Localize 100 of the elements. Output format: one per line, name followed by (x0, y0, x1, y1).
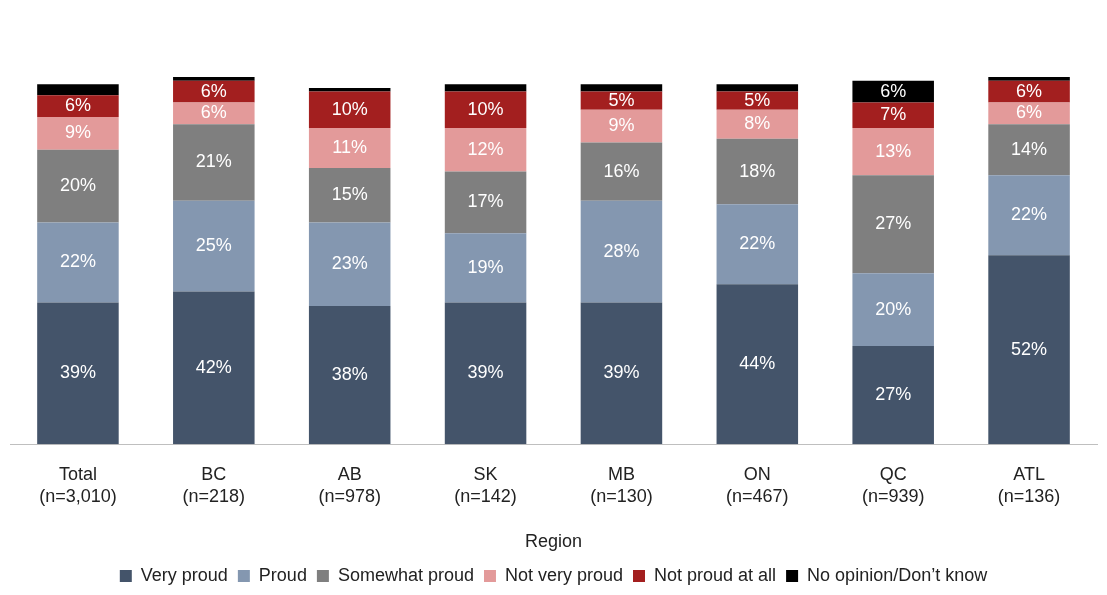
data-label: 23% (331, 253, 368, 274)
bar (852, 346, 934, 445)
bar (37, 149, 119, 223)
bar (852, 102, 934, 128)
bar (444, 302, 527, 445)
data-label: 5% (744, 89, 771, 110)
data-label: 10% (331, 98, 368, 119)
bar (308, 91, 391, 128)
legend-label: Not proud at all (654, 564, 777, 585)
bar (852, 175, 934, 274)
bar (852, 127, 934, 176)
x-tick-label: MB (n=130) (590, 463, 653, 506)
data-label: 12% (467, 138, 504, 159)
bar (988, 255, 1070, 445)
bar (988, 80, 1070, 103)
bar (444, 233, 527, 303)
bar (580, 200, 663, 303)
bar (580, 109, 663, 143)
legend-label: Proud (258, 564, 307, 585)
data-label: 20% (59, 175, 96, 196)
x-axis-title: Region (524, 531, 583, 552)
bar (37, 84, 119, 96)
x-tick-label: ATL (n=136) (997, 463, 1061, 506)
x-tick-label: SK (n=142) (454, 463, 517, 506)
data-label: 9% (608, 115, 635, 136)
data-label: 18% (739, 160, 776, 181)
data-label: 6% (200, 102, 227, 123)
bar (308, 222, 391, 307)
data-label: 42% (195, 356, 232, 377)
bar (716, 84, 799, 92)
bar (716, 109, 799, 139)
bar (716, 284, 799, 445)
data-label: 13% (875, 140, 912, 161)
x-tick-label: AB (n=978) (318, 463, 381, 506)
data-label: 44% (739, 353, 776, 374)
bar (444, 171, 527, 234)
bar (444, 127, 527, 172)
bar (852, 80, 934, 103)
bar (988, 175, 1070, 256)
bar (173, 124, 255, 201)
data-label: 10% (467, 98, 504, 119)
bar (37, 117, 119, 150)
data-label: 11% (332, 136, 368, 157)
data-label: 20% (875, 298, 912, 319)
x-tick-label: BC (n=218) (182, 463, 246, 506)
legend-label: Somewhat proud (337, 564, 474, 585)
bar (852, 273, 934, 347)
bar (173, 80, 255, 103)
bar (308, 306, 391, 445)
data-label: 25% (195, 235, 232, 256)
data-label: 7% (880, 104, 907, 125)
bar (173, 77, 255, 81)
bar (716, 138, 799, 205)
data-label: 15% (331, 184, 368, 205)
data-label: 19% (467, 256, 504, 277)
data-label: 27% (875, 213, 912, 234)
bar (173, 291, 255, 445)
bar (308, 127, 391, 168)
data-label: 22% (1011, 204, 1048, 225)
bar (37, 222, 119, 303)
bar (308, 167, 391, 223)
bar (580, 84, 663, 92)
data-label: 6% (1016, 80, 1043, 101)
bar (580, 302, 663, 445)
data-label: 6% (200, 80, 227, 101)
bar (988, 124, 1070, 176)
data-label: 22% (59, 251, 96, 272)
legend-label: Not very proud (504, 564, 624, 585)
x-tick-label: Total (n=3,010) (39, 463, 117, 506)
data-label: 52% (1011, 338, 1048, 359)
x-tick-label: ON (n=467) (726, 463, 789, 506)
data-label: 9% (64, 122, 91, 143)
data-label: 16% (603, 160, 640, 181)
bar (308, 87, 391, 92)
legend-label: Very proud (140, 564, 228, 585)
data-label: 27% (875, 384, 912, 405)
x-tick-label: QC (n=939) (861, 463, 925, 506)
data-label: 38% (331, 364, 368, 385)
bar (37, 95, 119, 118)
bar (37, 302, 119, 445)
bar (173, 200, 255, 292)
data-label: 6% (1016, 102, 1043, 123)
data-label: 17% (467, 191, 504, 212)
data-label: 22% (739, 233, 776, 254)
bar (580, 142, 663, 201)
data-label: 21% (195, 151, 232, 172)
bar (716, 204, 799, 285)
data-label: 8% (744, 113, 771, 134)
legend-label: No opinion/Don’t know (807, 564, 989, 585)
data-label: 6% (880, 80, 907, 101)
data-label: 39% (59, 362, 96, 383)
data-label: 6% (64, 95, 91, 116)
data-label: 39% (603, 362, 640, 383)
data-label: 5% (608, 89, 635, 110)
bar (444, 84, 527, 92)
bar (988, 77, 1070, 81)
bar (444, 91, 527, 128)
data-label: 39% (467, 362, 504, 383)
data-label: 28% (603, 240, 640, 261)
data-label: 14% (1011, 138, 1048, 159)
